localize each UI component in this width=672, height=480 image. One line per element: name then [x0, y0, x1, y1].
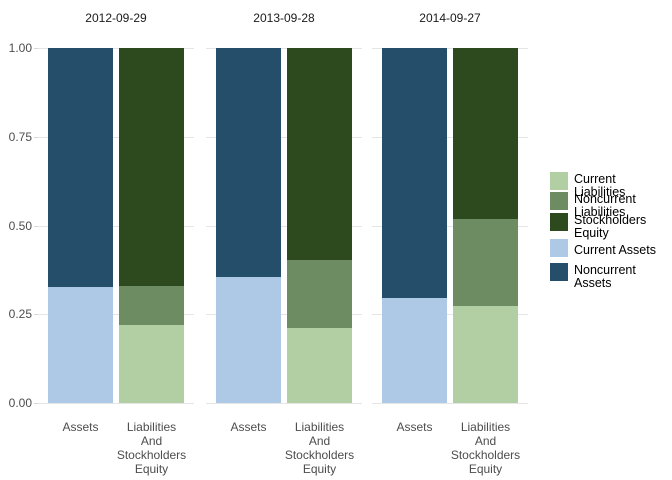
y-tick-mark — [34, 136, 38, 138]
gridline — [206, 403, 362, 404]
stacked-bar-assets — [216, 48, 281, 403]
legend-item-current-assets: Current Assets — [550, 239, 656, 257]
legend-label-line: Stockholders — [574, 213, 647, 227]
x-category-label-line: Stockholders — [116, 448, 187, 462]
x-category-label-assets: Assets — [62, 420, 98, 434]
legend-label-line: Assets — [574, 276, 612, 290]
gridline — [206, 314, 362, 316]
current-liabilities-swatch — [550, 172, 568, 190]
gridline — [38, 48, 194, 49]
noncurrent-assets-swatch — [550, 263, 568, 281]
legend-label: Current Liabilities — [574, 172, 625, 199]
legend-label-line: Current — [574, 172, 616, 186]
legend-label-line: Noncurrent — [574, 192, 636, 206]
x-category-label-line: Stockholders — [284, 448, 355, 462]
y-tick-mark — [34, 314, 38, 316]
x-category-label-line: And — [474, 434, 497, 448]
noncurrent-liabilities-swatch — [550, 192, 568, 210]
x-category-label-line: Liabilities — [294, 420, 345, 434]
legend-label-line: Liabilities — [574, 185, 626, 199]
stockholders-equity-swatch — [550, 213, 568, 231]
gridline — [206, 225, 362, 227]
gridline — [372, 314, 528, 316]
legend-item-noncurrent-assets: Noncurrent Assets — [550, 263, 636, 290]
y-tick-label: 0.75 — [8, 129, 32, 144]
legend-label: Stockholders Equity — [574, 213, 646, 240]
legend-label: Current Assets — [574, 239, 656, 257]
legend-item-stockholders-equity: Stockholders Equity — [550, 213, 646, 240]
bar-segment-current-assets — [48, 286, 113, 403]
legend-label-line: Liabilities — [574, 205, 626, 219]
gridline — [206, 136, 362, 138]
x-category-label-line: Stockholders — [450, 448, 521, 462]
gridline — [38, 225, 194, 227]
legend-label-line: Equity — [574, 226, 609, 240]
y-tick-mark — [34, 48, 38, 49]
stacked-bar-liabilities_and_stockholders_equity — [453, 47, 518, 403]
bar-segment-stockholders-equity — [453, 47, 518, 219]
x-category-label-line: And — [308, 434, 331, 448]
bar-segment-stockholders-equity — [287, 48, 352, 260]
x-category-label-line: Liabilities — [126, 420, 177, 434]
bar-segment-noncurrent-liabilities — [119, 286, 184, 326]
facet-title: 2012-09-29 — [85, 11, 147, 25]
gridline — [38, 136, 194, 138]
facet-panel — [206, 48, 362, 404]
gridline — [38, 403, 194, 404]
gridline — [372, 136, 528, 138]
legend-label: Noncurrent Liabilities — [574, 192, 636, 219]
gridline — [206, 48, 362, 49]
bar-segment-current-liabilities — [119, 325, 184, 403]
x-category-label-line: Assets — [230, 420, 267, 434]
legend-label: Noncurrent Assets — [574, 263, 636, 290]
x-category-label-line: And — [140, 434, 163, 448]
legend-item-noncurrent-liabilities: Noncurrent Liabilities — [550, 192, 636, 219]
stacked-bar-liabilities_and_stockholders_equity — [119, 48, 184, 403]
bar-segment-current-assets — [216, 277, 281, 403]
bar-segment-noncurrent-liabilities — [287, 259, 352, 329]
y-tick-mark — [34, 403, 38, 404]
x-category-label-liabilities: Liabilities And Stockholders Equity — [117, 420, 186, 476]
y-tick-label: 0.00 — [8, 396, 32, 410]
gridline — [372, 48, 528, 49]
gridline — [372, 225, 528, 227]
current-assets-swatch — [550, 239, 568, 257]
bar-segment-noncurrent-assets — [382, 48, 447, 298]
x-category-label-assets: Assets — [230, 420, 266, 434]
stacked-bar-liabilities_and_stockholders_equity — [287, 48, 352, 403]
legend-item-current-liabilities: Current Liabilities — [550, 172, 625, 199]
x-category-label-line: Equity — [302, 462, 337, 476]
x-category-label-liabilities: Liabilities And Stockholders Equity — [451, 420, 520, 476]
x-category-label-liabilities: Liabilities And Stockholders Equity — [285, 420, 354, 476]
bar-segment-current-liabilities — [287, 328, 352, 403]
bar-segment-current-assets — [382, 297, 447, 403]
x-category-label-line: Equity — [468, 462, 503, 476]
legend-label-line: Current Assets — [574, 243, 656, 257]
bar-segment-noncurrent-liabilities — [453, 218, 518, 306]
x-category-label-assets: Assets — [396, 420, 432, 434]
stacked-bar-assets — [48, 48, 113, 403]
legend-label-line: Noncurrent — [574, 263, 636, 277]
x-category-label-line: Liabilities — [460, 420, 511, 434]
bar-segment-noncurrent-assets — [216, 48, 281, 278]
y-tick-mark — [34, 225, 38, 227]
bar-segment-stockholders-equity — [119, 48, 184, 287]
gridline — [38, 314, 194, 316]
bar-segment-noncurrent-assets — [48, 48, 113, 287]
x-category-label-line: Equity — [134, 462, 169, 476]
facet-title: 2013-09-28 — [253, 11, 315, 25]
facet-panel — [372, 47, 528, 404]
x-category-label-line: Assets — [62, 420, 99, 434]
facet-panel — [38, 48, 194, 404]
gridline — [372, 403, 528, 404]
x-category-label-line: Assets — [396, 420, 433, 434]
y-tick-label: 0.25 — [8, 307, 32, 322]
bar-segment-current-liabilities — [453, 305, 518, 403]
facet-title: 2014-09-27 — [419, 11, 481, 25]
y-tick-label: 0.50 — [8, 218, 32, 233]
y-tick-label: 1.00 — [8, 41, 32, 55]
stacked-bar-assets — [382, 48, 447, 403]
